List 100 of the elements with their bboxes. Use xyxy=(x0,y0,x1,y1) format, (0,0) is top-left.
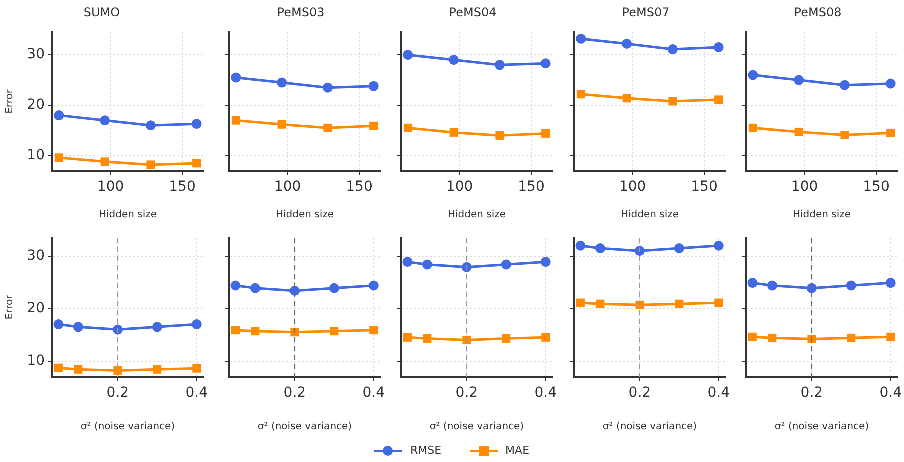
point xyxy=(404,124,412,132)
x-tick-label: 100 xyxy=(791,179,818,196)
point xyxy=(576,90,586,99)
chart-title: SUMO xyxy=(84,5,120,20)
point xyxy=(278,120,286,129)
x-tick-label: 100 xyxy=(619,179,646,196)
point xyxy=(714,96,724,104)
point xyxy=(542,129,550,138)
x-axis-title: Hidden size xyxy=(448,210,506,221)
x-axis-title: σ² (noise variance) xyxy=(430,422,524,433)
point xyxy=(675,300,684,308)
point xyxy=(422,260,432,270)
x-tick-label: 150 xyxy=(863,179,890,196)
point xyxy=(501,260,512,270)
point xyxy=(634,246,645,256)
point xyxy=(146,120,156,131)
point xyxy=(192,119,202,130)
y-tick-label: 30 xyxy=(27,248,45,264)
point xyxy=(886,332,896,342)
point xyxy=(806,283,817,294)
point xyxy=(462,336,472,345)
x-tick-label: 100 xyxy=(274,179,302,196)
point xyxy=(153,365,162,374)
point xyxy=(54,364,63,372)
point xyxy=(324,124,332,132)
point xyxy=(74,365,83,374)
point xyxy=(152,322,162,332)
point xyxy=(748,278,758,288)
point xyxy=(714,298,724,308)
point xyxy=(808,334,816,344)
x-tick-label: 0.4 xyxy=(708,385,730,402)
point xyxy=(146,160,156,170)
x-tick-label: 150 xyxy=(691,179,718,196)
point xyxy=(840,130,850,140)
point xyxy=(231,72,242,83)
point xyxy=(622,38,632,49)
point xyxy=(54,320,64,330)
point xyxy=(494,60,505,70)
point xyxy=(748,124,758,132)
point xyxy=(674,243,684,254)
point xyxy=(886,78,896,89)
chart-title: PeMS04 xyxy=(449,5,497,20)
x-tick-label: 0.2 xyxy=(628,385,652,402)
point xyxy=(231,326,240,335)
point xyxy=(403,50,414,60)
point xyxy=(192,320,202,330)
y-tick-label: 20 xyxy=(27,300,45,316)
point xyxy=(100,116,110,126)
point xyxy=(622,94,632,103)
point xyxy=(794,75,804,86)
x-axis-title: σ² (noise variance) xyxy=(80,422,176,433)
x-tick-label: 0.4 xyxy=(880,385,902,402)
point xyxy=(768,334,777,342)
point xyxy=(576,240,586,251)
point xyxy=(748,332,757,342)
x-tick-label: 150 xyxy=(169,179,196,196)
x-tick-label: 100 xyxy=(97,179,124,196)
point xyxy=(290,328,300,337)
x-tick-label: 0.2 xyxy=(284,385,306,402)
point xyxy=(462,262,472,272)
point xyxy=(322,82,333,93)
point xyxy=(596,300,605,308)
x-axis-title: σ² (noise variance) xyxy=(258,422,352,433)
point xyxy=(540,257,551,268)
point xyxy=(368,280,379,291)
point xyxy=(576,34,586,44)
legend-label: RMSE xyxy=(410,444,442,457)
point xyxy=(794,128,804,136)
y-tick-label: 10 xyxy=(27,352,45,369)
point xyxy=(636,300,644,310)
point xyxy=(290,286,300,296)
chart-title: PeMS07 xyxy=(622,5,670,20)
x-axis-title: Hidden size xyxy=(276,210,334,221)
point xyxy=(230,280,241,291)
point xyxy=(54,110,64,121)
point xyxy=(840,80,850,90)
point xyxy=(449,55,460,66)
x-tick-label: 0.4 xyxy=(186,385,208,402)
point xyxy=(847,334,856,342)
x-axis-title: σ² (noise variance) xyxy=(602,422,698,433)
y-axis-title: Error xyxy=(4,294,16,320)
point xyxy=(402,257,413,268)
point xyxy=(714,240,724,251)
y-tick-label: 30 xyxy=(27,46,45,63)
point xyxy=(886,128,896,138)
point xyxy=(668,97,678,106)
point xyxy=(748,70,758,80)
point xyxy=(496,131,504,140)
point xyxy=(100,158,110,166)
point xyxy=(502,334,511,343)
point xyxy=(540,58,551,69)
chart-title: PeMS03 xyxy=(277,5,325,20)
x-tick-label: 0.2 xyxy=(106,385,130,402)
point xyxy=(886,278,896,288)
point xyxy=(668,44,678,55)
point xyxy=(423,334,432,343)
point xyxy=(403,333,412,342)
point xyxy=(73,322,84,332)
x-tick-label: 0.4 xyxy=(362,385,386,402)
point xyxy=(767,280,778,291)
